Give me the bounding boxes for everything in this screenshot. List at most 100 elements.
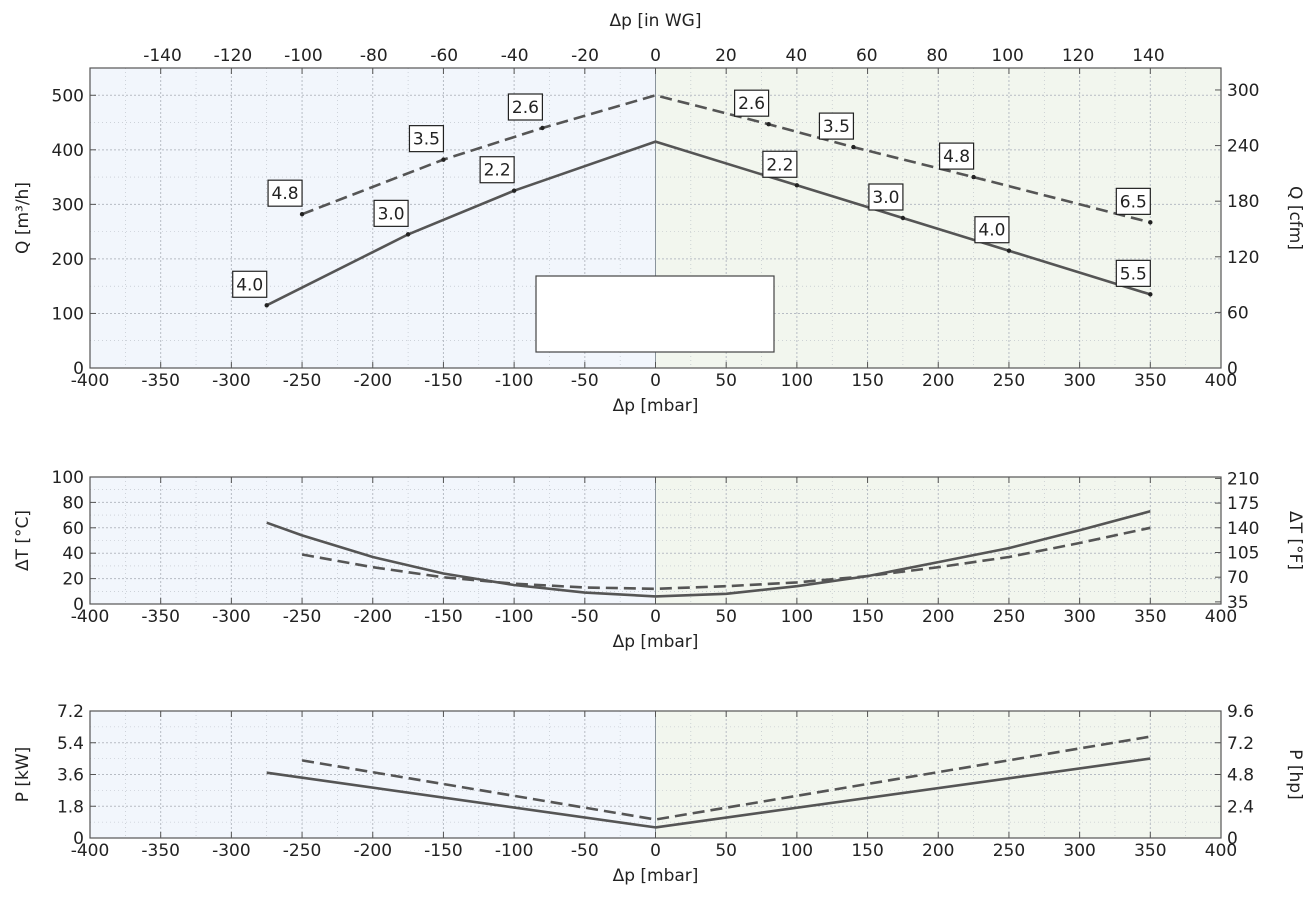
annotation-point xyxy=(540,125,545,131)
x-tick-label: -200 xyxy=(353,841,392,861)
x-tick-label: 300 xyxy=(1063,607,1095,627)
y2-tick-label: 105 xyxy=(1227,543,1259,563)
x-tick-label: 100 xyxy=(781,841,813,861)
x2-tick-label: 20 xyxy=(715,46,737,66)
x-tick-label: -150 xyxy=(424,371,463,391)
y-tick-label: 400 xyxy=(52,141,84,161)
annotation-point xyxy=(794,183,800,188)
y2-axis-title: P [hp] xyxy=(1285,749,1305,800)
x2-tick-label: -20 xyxy=(571,46,599,66)
annotation-label: 4.0 xyxy=(236,275,263,295)
y2-axis-title: ΔT [°F] xyxy=(1285,511,1305,570)
y-tick-label: 0 xyxy=(73,359,84,379)
y-axis-title: Q [m³/h] xyxy=(13,182,33,254)
legend-box xyxy=(535,275,775,353)
annotation-label: 4.0 xyxy=(978,221,1005,241)
x2-tick-label: -120 xyxy=(214,46,253,66)
flow-chart: -400 -350 -300 -250 -200 -150 -100 -50 0 50 100 150… xyxy=(13,11,1305,416)
y-axis-title: ΔT [°C] xyxy=(13,510,33,571)
y-tick-label: 0 xyxy=(73,829,84,849)
annotation-box xyxy=(267,179,303,207)
x-tick-label: -50 xyxy=(571,841,599,861)
x-tick-label: 250 xyxy=(993,371,1025,391)
x2-tick-label: 140 xyxy=(1132,46,1164,66)
x-tick-label: -100 xyxy=(495,841,534,861)
x-axis-title: Δp [mbar] xyxy=(613,632,699,652)
series-line-dashed xyxy=(301,94,1151,224)
annotation-point xyxy=(851,144,856,150)
y-tick-label: 5.4 xyxy=(57,734,84,754)
x-tick-label: 400 xyxy=(1205,607,1237,627)
x-tick-label: -100 xyxy=(495,607,534,627)
y-tick-label: 300 xyxy=(52,195,84,215)
temperature-chart: -400 -350 -300 -250 -200 -150 -100 -50 0 50 100 150… xyxy=(13,468,1305,652)
annotation-box xyxy=(373,199,409,227)
annotation-box xyxy=(818,112,855,140)
x-tick-label: -350 xyxy=(141,607,180,627)
x-tick-label: 400 xyxy=(1205,371,1237,391)
x-tick-label: 200 xyxy=(922,841,954,861)
x-tick-label: 300 xyxy=(1063,841,1095,861)
x-tick-label: 150 xyxy=(851,607,883,627)
annotation-label: 2.2 xyxy=(484,161,511,181)
y-tick-label: 7.2 xyxy=(57,702,84,722)
y2-tick-label: 2.4 xyxy=(1227,797,1254,817)
y2-axis-title: Q [cfm] xyxy=(1285,186,1305,250)
annotation-box xyxy=(868,183,904,211)
annotation-box xyxy=(479,156,515,184)
x-tick-label: -300 xyxy=(212,607,251,627)
x-tick-label: -300 xyxy=(212,371,251,391)
annotation-point xyxy=(511,188,517,193)
x-tick-label: 50 xyxy=(715,841,737,861)
x-tick-label: 250 xyxy=(993,607,1025,627)
annotation-point xyxy=(766,121,771,127)
y-tick-label: 3.6 xyxy=(57,766,84,786)
x2-tick-label: 60 xyxy=(856,46,878,66)
x-tick-label: 350 xyxy=(1134,841,1166,861)
x-tick-label: 250 xyxy=(993,841,1025,861)
x2-tick-label: -60 xyxy=(430,46,458,66)
annotation-point xyxy=(441,157,446,162)
y2-tick-label: 4.8 xyxy=(1227,766,1254,786)
x-tick-label: -400 xyxy=(71,607,110,627)
y-tick-label: 1.8 xyxy=(57,797,84,817)
x2-axis-title: Δp [in WG] xyxy=(610,11,702,31)
x2-tick-label: 120 xyxy=(1062,46,1094,66)
annotation-point xyxy=(1148,292,1153,297)
annotation-label: 3.5 xyxy=(413,130,440,150)
x-tick-label: -250 xyxy=(283,841,322,861)
x-tick-label: -350 xyxy=(141,841,180,861)
y2-tick-label: 35 xyxy=(1227,593,1249,613)
y-tick-label: 100 xyxy=(52,304,84,324)
x-tick-label: -200 xyxy=(353,371,392,391)
x-axis-title: Δp [mbar] xyxy=(613,396,699,416)
x-tick-label: -250 xyxy=(283,607,322,627)
annotation-point xyxy=(299,211,305,217)
annotation-label: 3.0 xyxy=(872,188,899,208)
x-tick-label: -400 xyxy=(71,841,110,861)
x2-tick-label: 0 xyxy=(650,46,661,66)
annotation-label: 4.8 xyxy=(943,147,970,167)
x-tick-label: 350 xyxy=(1134,371,1166,391)
x-tick-label: -50 xyxy=(571,607,599,627)
y2-tick-label: 7.2 xyxy=(1227,734,1254,754)
x-tick-label: 100 xyxy=(781,607,813,627)
y2-tick-label: 0 xyxy=(1227,359,1238,379)
annotation-point xyxy=(405,232,411,237)
x-tick-label: 400 xyxy=(1205,841,1237,861)
annotation-point xyxy=(971,174,976,180)
x-tick-label: 100 xyxy=(781,371,813,391)
x-tick-label: -200 xyxy=(353,607,392,627)
annotation-label: 4.8 xyxy=(272,184,299,204)
x-tick-label: 300 xyxy=(1063,371,1095,391)
x-tick-label: -150 xyxy=(424,841,463,861)
y2-tick-label: 210 xyxy=(1227,469,1259,489)
y2-tick-label: 175 xyxy=(1227,494,1259,514)
x-tick-label: 0 xyxy=(650,371,661,391)
x-tick-label: -250 xyxy=(283,371,322,391)
x-axis-title: Δp [mbar] xyxy=(613,866,699,886)
y-tick-label: 60 xyxy=(62,519,84,539)
x-tick-label: -350 xyxy=(141,371,180,391)
y-tick-label: 80 xyxy=(62,493,84,513)
